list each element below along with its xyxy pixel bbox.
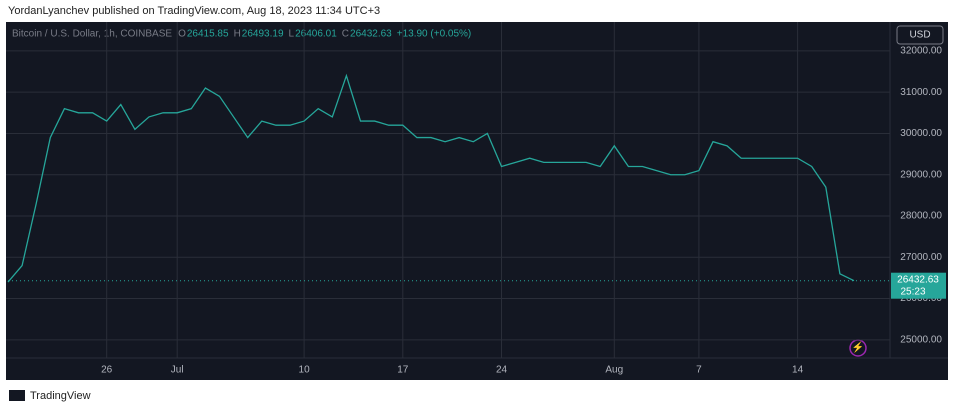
x-tick-label: 26 xyxy=(101,365,113,376)
event-icon-glyph[interactable]: ⚡ xyxy=(852,341,864,354)
ohlc-value: 26493.19 xyxy=(242,29,284,40)
y-tick-label: 29000.00 xyxy=(900,169,942,180)
change: +13.90 (+0.05%) xyxy=(397,29,472,40)
ohlc-value: 26415.85 xyxy=(187,29,229,40)
ohlc-value: 26406.01 xyxy=(295,29,337,40)
y-tick-label: 27000.00 xyxy=(900,252,942,263)
ohlc-key: O xyxy=(178,29,186,40)
last-price-label: 26432.63 xyxy=(897,274,939,285)
currency[interactable]: USD xyxy=(909,30,930,41)
ohlc-legend: O 26415.85 H 26493.19 L 26406.01 C 26432.63 +13.… xyxy=(178,29,471,40)
ohlc-key: C xyxy=(342,29,349,40)
x-tick-label: Jul xyxy=(171,365,184,376)
last-price-box xyxy=(891,272,946,299)
countdown: 25:23 xyxy=(900,286,925,297)
price-line xyxy=(7,73,855,283)
x-tick-label: Aug xyxy=(605,365,623,376)
publisher: YordanLyanchev published on TradingView.… xyxy=(8,5,380,17)
y-tick-label: 30000.00 xyxy=(900,128,942,139)
chart-panel xyxy=(6,22,948,380)
y-tick-label: 28000.00 xyxy=(900,211,942,222)
x-tick-label: 7 xyxy=(696,365,702,376)
x-tick-label: 14 xyxy=(792,365,804,376)
x-tick-label: 10 xyxy=(299,365,311,376)
brand: TradingView xyxy=(30,390,91,402)
y-tick-label: 32000.00 xyxy=(900,46,942,57)
ohlc-value: 26432.63 xyxy=(350,29,392,40)
x-tick-label: 24 xyxy=(496,365,508,376)
y-tick-label: 25000.00 xyxy=(900,334,942,345)
ohlc-key: L xyxy=(289,29,295,40)
brand-logo xyxy=(9,390,25,401)
symbol-title: Bitcoin / U.S. Dollar, 1h, COINBASE xyxy=(12,29,172,40)
ohlc-key: H xyxy=(234,29,241,40)
x-tick-label: 17 xyxy=(397,365,409,376)
currency-box[interactable] xyxy=(896,25,944,45)
y-tick-label: 31000.00 xyxy=(900,87,942,98)
